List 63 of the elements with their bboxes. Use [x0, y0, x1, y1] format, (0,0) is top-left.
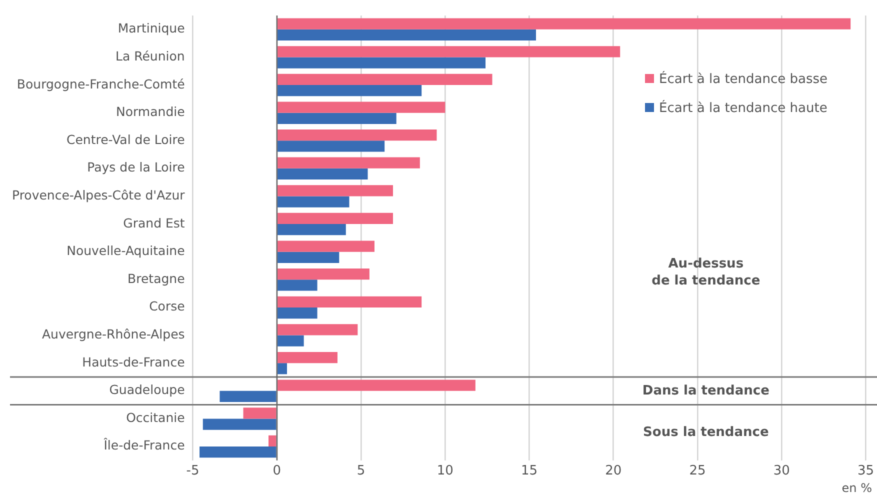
bar	[278, 224, 346, 236]
bar	[278, 280, 318, 291]
annotation: Sous la tendance	[643, 424, 769, 440]
x-tick-label: 5	[356, 464, 366, 479]
x-tick-label: 25	[689, 464, 706, 479]
bar	[278, 74, 492, 86]
bar	[278, 112, 396, 124]
annotation: Dans la tendance	[642, 383, 770, 398]
bar	[278, 296, 422, 308]
bar	[278, 324, 358, 336]
y-tick-label: Nouvelle-Aquitaine	[66, 243, 186, 258]
x-tick-label: 0	[272, 464, 282, 479]
bar	[278, 168, 368, 180]
y-tick-label: Occitanie	[126, 410, 186, 425]
bar	[278, 140, 385, 152]
y-tick-label: Auvergne-Rhône-Alpes	[42, 326, 185, 342]
y-tick-label: La Réunion	[115, 48, 185, 64]
bar	[278, 212, 393, 224]
y-tick-label: Corse	[149, 298, 186, 314]
y-tick-label: Pays de la Loire	[87, 160, 186, 175]
legend-label: Écart à la tendance basse	[658, 72, 828, 87]
y-tick-label: Hauts-de-France	[82, 354, 186, 370]
bar	[278, 380, 476, 391]
x-tick-label: 20	[605, 464, 622, 479]
bar	[278, 130, 437, 141]
y-tick-label: Normandie	[116, 104, 186, 120]
bar	[268, 435, 276, 446]
y-tick-label: Provence-Alpes-Côte d'Azur	[12, 187, 186, 202]
bar	[278, 352, 338, 364]
x-tick-label: 15	[520, 464, 538, 479]
bar	[278, 268, 370, 280]
y-tick-label: Grand Est	[123, 215, 185, 230]
bar	[202, 418, 276, 430]
x-tick-label: -5	[186, 464, 200, 479]
y-tick-label: Île-de-France	[102, 438, 186, 453]
bar	[200, 446, 276, 458]
bar	[220, 390, 276, 402]
y-tick-label: Bretagne	[128, 270, 186, 286]
bar	[278, 18, 851, 30]
bar	[278, 240, 374, 252]
bar	[278, 85, 422, 96]
bar	[243, 408, 276, 419]
y-tick-label: Centre-Val de Loire	[66, 132, 186, 147]
bar	[278, 185, 393, 196]
x-axis-title: en %	[842, 481, 872, 496]
legend-label: Écart à la tendance haute	[658, 101, 828, 116]
bar	[278, 29, 536, 41]
x-tick-label: 30	[773, 464, 790, 479]
bar	[278, 363, 288, 374]
bar	[278, 307, 318, 319]
y-tick-label: Bourgogne-Franche-Comté	[16, 76, 186, 92]
bar	[278, 335, 304, 346]
bar	[278, 46, 620, 58]
bar	[278, 157, 420, 168]
x-tick-label: 35	[857, 464, 874, 479]
bar	[278, 196, 350, 208]
bar	[278, 102, 446, 113]
y-tick-label: Martinique	[118, 20, 186, 36]
annotation: Au-dessus de la tendance	[652, 256, 760, 289]
y-tick-label: Guadeloupe	[109, 382, 186, 398]
bar	[278, 252, 340, 263]
bar	[278, 57, 486, 68]
x-tick-label: 10	[436, 464, 454, 479]
